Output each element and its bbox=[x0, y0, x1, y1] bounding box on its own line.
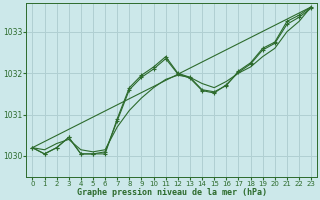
X-axis label: Graphe pression niveau de la mer (hPa): Graphe pression niveau de la mer (hPa) bbox=[77, 188, 267, 197]
